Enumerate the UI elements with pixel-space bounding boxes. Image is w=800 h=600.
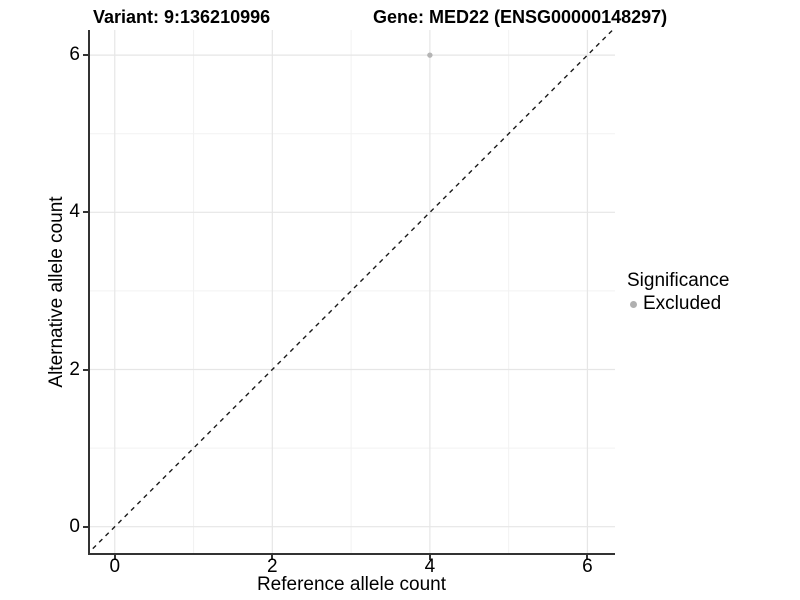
y-tick-label: 4 bbox=[69, 201, 80, 223]
identity-reference-line bbox=[88, 30, 614, 555]
plot-title-gene: Gene: MED22 (ENSG00000148297) bbox=[373, 7, 668, 27]
legend-point-icon bbox=[630, 300, 637, 308]
plot-title-variant: Variant: 9:136210996 bbox=[93, 7, 271, 27]
y-tick-label: 6 bbox=[69, 44, 80, 66]
legend: Significance Excluded bbox=[627, 270, 729, 315]
plot-canvas bbox=[88, 30, 615, 555]
y-tick-label: 0 bbox=[69, 515, 80, 537]
x-tick-mark bbox=[428, 555, 431, 560]
x-tick-label: 6 bbox=[582, 556, 593, 577]
x-tick-mark bbox=[271, 555, 274, 560]
y-tick-mark bbox=[83, 211, 88, 214]
x-tick-mark bbox=[586, 555, 589, 560]
y-tick-mark bbox=[83, 368, 88, 371]
x-tick-mark bbox=[113, 555, 116, 560]
legend-item-label: Excluded bbox=[643, 293, 722, 314]
plot-panel bbox=[88, 30, 615, 555]
y-tick-mark bbox=[83, 525, 88, 528]
data-point-excluded bbox=[427, 52, 433, 58]
x-axis-title: Reference allele count bbox=[256, 574, 447, 595]
legend-item-excluded: Excluded bbox=[627, 293, 729, 315]
x-tick-label: 4 bbox=[424, 556, 436, 577]
legend-title: Significance bbox=[627, 270, 730, 291]
x-tick-label: 0 bbox=[109, 556, 121, 577]
x-tick-label: 2 bbox=[267, 556, 278, 577]
y-tick-label: 2 bbox=[69, 358, 80, 380]
y-tick-mark bbox=[83, 54, 88, 57]
